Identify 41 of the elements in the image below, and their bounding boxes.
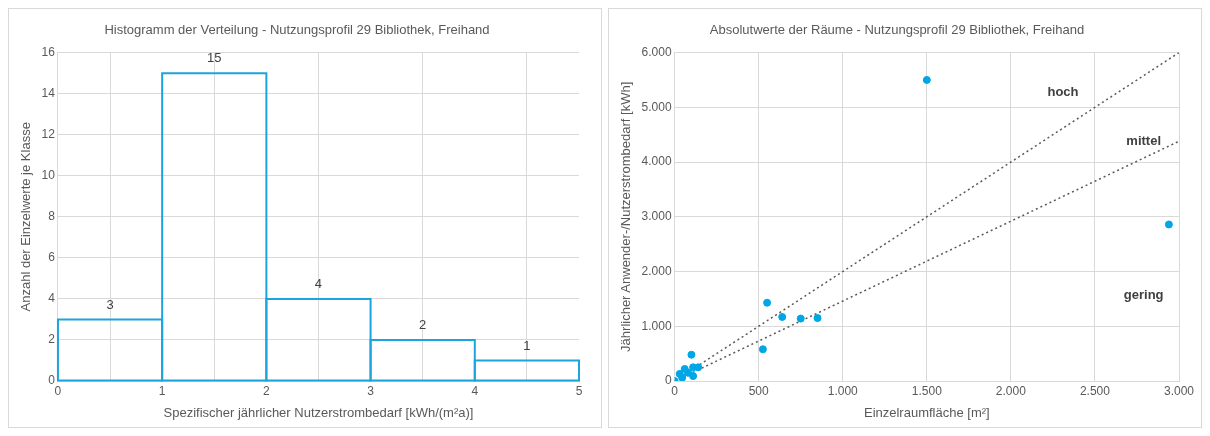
y-tick-label: 1.000: [641, 318, 672, 333]
y-tick-label: 5.000: [641, 99, 672, 114]
x-tick-label: 1.500: [911, 383, 943, 398]
y-tick-label: 4.000: [641, 154, 672, 169]
data-label: 4: [314, 275, 323, 291]
chart-title: Histogramm der Verteilung - Nutzungsprofil 29 Bibliothek, Freihand: [104, 22, 490, 38]
y-tick-label: 6.000: [641, 44, 672, 59]
y-axis-title: Jährlicher Anwender-/Nutzerstrombedarf [kWh]: [618, 81, 634, 352]
chart-title: Absolutwerte der Räume - Nutzungsprofil 29 Bibliothek, Freihand: [709, 22, 1085, 38]
data-label: 15: [207, 50, 222, 66]
y-tick-label: 8: [48, 209, 56, 224]
annotation: gering: [1123, 287, 1164, 303]
data-label: 3: [106, 296, 114, 312]
x-tick-label: 1: [158, 383, 166, 398]
y-tick-label: 10: [41, 168, 56, 183]
y-tick-label: 2: [48, 332, 56, 347]
x-tick-label: 4: [471, 383, 479, 398]
y-tick-label: 14: [41, 85, 56, 100]
x-tick-label: 500: [748, 383, 770, 398]
x-tick-label: 3.000: [1163, 383, 1195, 398]
y-tick-label: 4: [48, 291, 56, 306]
y-axis-title: Anzahl der Einzelwerte je Klasse: [18, 122, 34, 312]
x-tick-label: 2: [263, 383, 271, 398]
x-tick-label: 2.500: [1079, 383, 1111, 398]
y-tick-label: 0: [664, 373, 672, 388]
y-tick-label: 6: [48, 250, 56, 265]
x-axis-title: Einzelraumfläche [m²]: [863, 404, 990, 420]
x-axis-title: Spezifischer jährlicher Nutzerstrombedarf [kWh/(m²a)]: [163, 404, 474, 420]
data-label: 1: [523, 337, 531, 353]
annotation: mittel: [1126, 132, 1162, 148]
y-tick-label: 0: [48, 373, 56, 388]
x-tick-label: 3: [367, 383, 375, 398]
x-tick-label: 1.000: [827, 383, 859, 398]
x-tick-label: 2.000: [995, 383, 1027, 398]
y-tick-label: 3.000: [641, 209, 672, 224]
x-tick-label: 5: [575, 383, 583, 398]
data-label: 2: [419, 317, 427, 333]
y-tick-label: 12: [41, 127, 56, 142]
y-tick-label: 2.000: [641, 263, 672, 278]
annotation: hoch: [1047, 83, 1079, 99]
y-tick-label: 16: [41, 44, 56, 59]
